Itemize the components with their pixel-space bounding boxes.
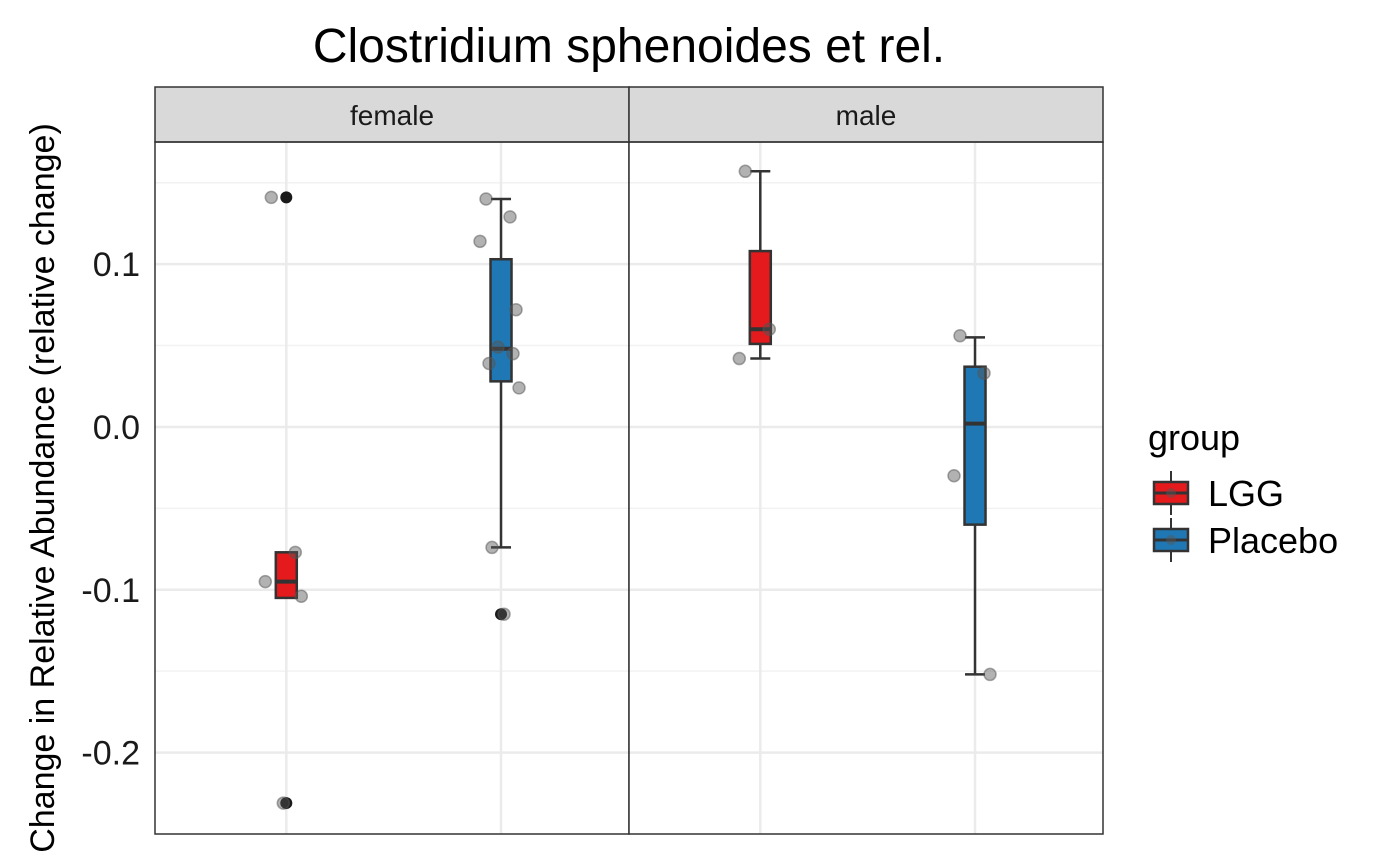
data-point [288, 545, 303, 560]
data-point [258, 574, 273, 589]
y-tick-label: -0.2 [81, 735, 140, 773]
data-point [485, 540, 499, 555]
boxplot-placebo [473, 192, 526, 621]
data-point [503, 210, 517, 224]
y-tick-label: 0.1 [93, 246, 140, 284]
data-point [512, 381, 526, 395]
data-point [473, 234, 487, 249]
y-axis-label: Change in Relative Abundance (relative c… [24, 123, 62, 853]
data-point [732, 351, 747, 366]
legend-entry-lgg: LGG [1152, 471, 1284, 515]
data-point [506, 346, 520, 361]
y-tick-label: -0.1 [81, 572, 140, 610]
data-point [947, 469, 961, 483]
facet-strip-label: male [836, 100, 897, 131]
legend-title: group [1148, 417, 1240, 458]
panel-border [628, 141, 1104, 835]
data-point [509, 302, 523, 317]
legend-label: Placebo [1208, 520, 1338, 561]
box [748, 249, 773, 346]
panel-background [629, 142, 1103, 834]
data-point [491, 340, 505, 354]
legend-label: LGG [1208, 473, 1284, 514]
data-point [953, 329, 967, 343]
data-point [738, 164, 753, 179]
data-point [482, 356, 496, 371]
facet-strip-label: female [350, 100, 434, 131]
data-point [479, 192, 493, 206]
data-point [977, 366, 991, 380]
legend: group LGG Placebo [1148, 417, 1338, 562]
chart-title: Clostridium sphenoides et rel. [313, 20, 945, 73]
outlier-point [280, 191, 293, 204]
box [274, 551, 299, 600]
data-point [294, 589, 309, 604]
data-point [264, 190, 279, 205]
boxplot-lgg [732, 164, 777, 366]
legend-key-point [1166, 535, 1176, 545]
boxplot-lgg [258, 190, 309, 810]
legend-key-point [1166, 488, 1176, 498]
data-point [983, 667, 997, 682]
data-point [497, 607, 511, 621]
data-point [276, 796, 291, 810]
boxplot-placebo [947, 329, 997, 682]
data-point [762, 322, 777, 336]
panel-background [155, 142, 629, 834]
y-tick-label: 0.0 [93, 409, 140, 447]
legend-entry-placebo: Placebo [1152, 518, 1338, 562]
box [963, 365, 987, 526]
box [489, 257, 513, 383]
